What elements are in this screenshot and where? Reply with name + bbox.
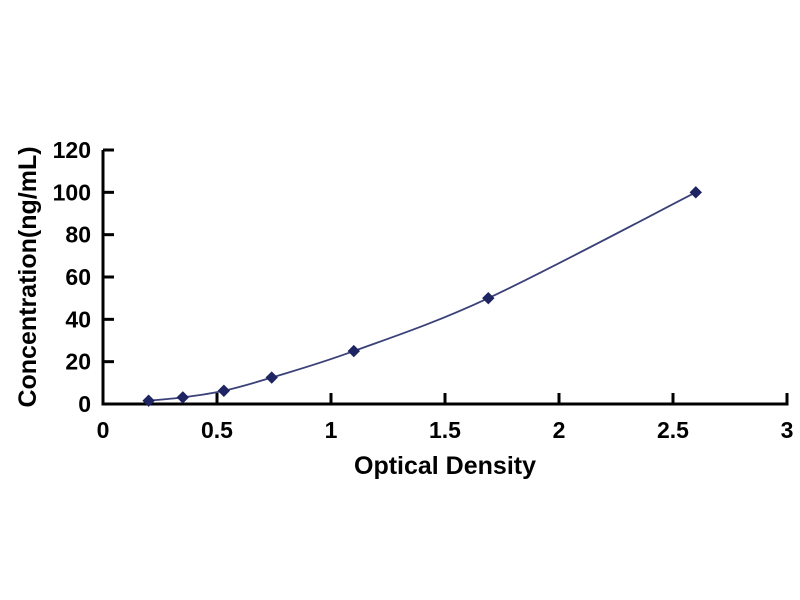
y-tick-label: 120 (53, 137, 91, 163)
data-point-marker (482, 291, 495, 305)
data-point-marker (347, 344, 361, 358)
x-tick-label: 3 (781, 417, 794, 443)
x-tick-label: 1.5 (429, 417, 461, 443)
data-point-marker (217, 384, 231, 397)
series-line (148, 191, 697, 402)
data-point-marker (265, 371, 278, 384)
x-tick-label: 1 (325, 417, 338, 443)
x-axis-title: Optical Density (354, 452, 536, 480)
y-tick-label: 40 (65, 306, 91, 332)
y-tick-label: 0 (78, 391, 91, 417)
y-axis-title: Concentration(ng/mL) (14, 146, 42, 407)
y-tick-label: 100 (53, 179, 91, 205)
y-tick-label: 80 (65, 222, 91, 248)
y-tick-label: 60 (65, 264, 91, 290)
y-tick-label: 20 (65, 349, 91, 375)
data-point-marker (142, 394, 155, 407)
data-point-marker (689, 186, 703, 199)
x-tick-label: 0.5 (201, 417, 233, 443)
x-tick-label: 2.5 (657, 417, 689, 443)
x-tick-label: 0 (97, 417, 110, 443)
data-point-marker (176, 391, 190, 404)
x-tick-label: 2 (553, 417, 566, 443)
